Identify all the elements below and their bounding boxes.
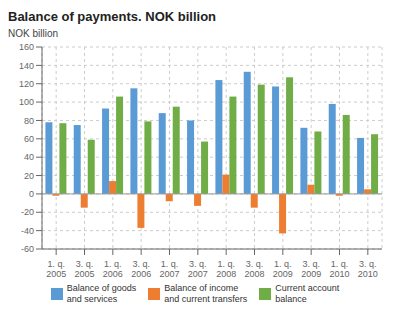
svg-text:-20: -20: [21, 207, 34, 217]
html-text:Balance of income: Balance of income: [164, 283, 239, 293]
svg-text:1. q.2006: 1. q.2006: [103, 259, 123, 279]
html-text:and current transfers: and current transfers: [164, 294, 248, 304]
svg-text:3. q.2009: 3. q.2009: [301, 259, 321, 279]
svg-text:-60: -60: [21, 244, 34, 254]
html-text:Current account: Current account: [275, 283, 340, 293]
svg-text:3. q.2005: 3. q.2005: [74, 259, 94, 279]
svg-text:3. q.2006: 3. q.2006: [131, 259, 151, 279]
html-text:balance: balance: [275, 294, 307, 304]
svg-text:40: 40: [24, 152, 34, 162]
svg-text:0: 0: [29, 189, 34, 199]
svg-text:1. q.2005: 1. q.2005: [46, 259, 66, 279]
svg-text:-40: -40: [21, 226, 34, 236]
svg-text:1. q.2009: 1. q.2009: [273, 259, 293, 279]
svg-text:140: 140: [19, 61, 34, 71]
svg-text:3. q.2010: 3. q.2010: [358, 259, 378, 279]
svg-text:3. q.2008: 3. q.2008: [244, 259, 264, 279]
svg-text:3. q.2007: 3. q.2007: [188, 259, 208, 279]
svg-text:1. q.2010: 1. q.2010: [329, 259, 349, 279]
html-text:NOK billion: NOK billion: [8, 28, 58, 39]
svg-text:80: 80: [24, 116, 34, 126]
svg-text:20: 20: [24, 171, 34, 181]
svg-text:60: 60: [24, 134, 34, 144]
svg-text:100: 100: [19, 97, 34, 107]
html-text:and services: and services: [66, 294, 118, 304]
html-text:Balance of goods: Balance of goods: [66, 283, 137, 293]
html-text:Balance of payments. NOK billi: Balance of payments. NOK billion: [8, 9, 216, 24]
svg-text:120: 120: [19, 79, 34, 89]
svg-text:1. q.2008: 1. q.2008: [216, 259, 236, 279]
svg-text:1. q.2007: 1. q.2007: [159, 259, 179, 279]
svg-text:160: 160: [19, 42, 34, 52]
